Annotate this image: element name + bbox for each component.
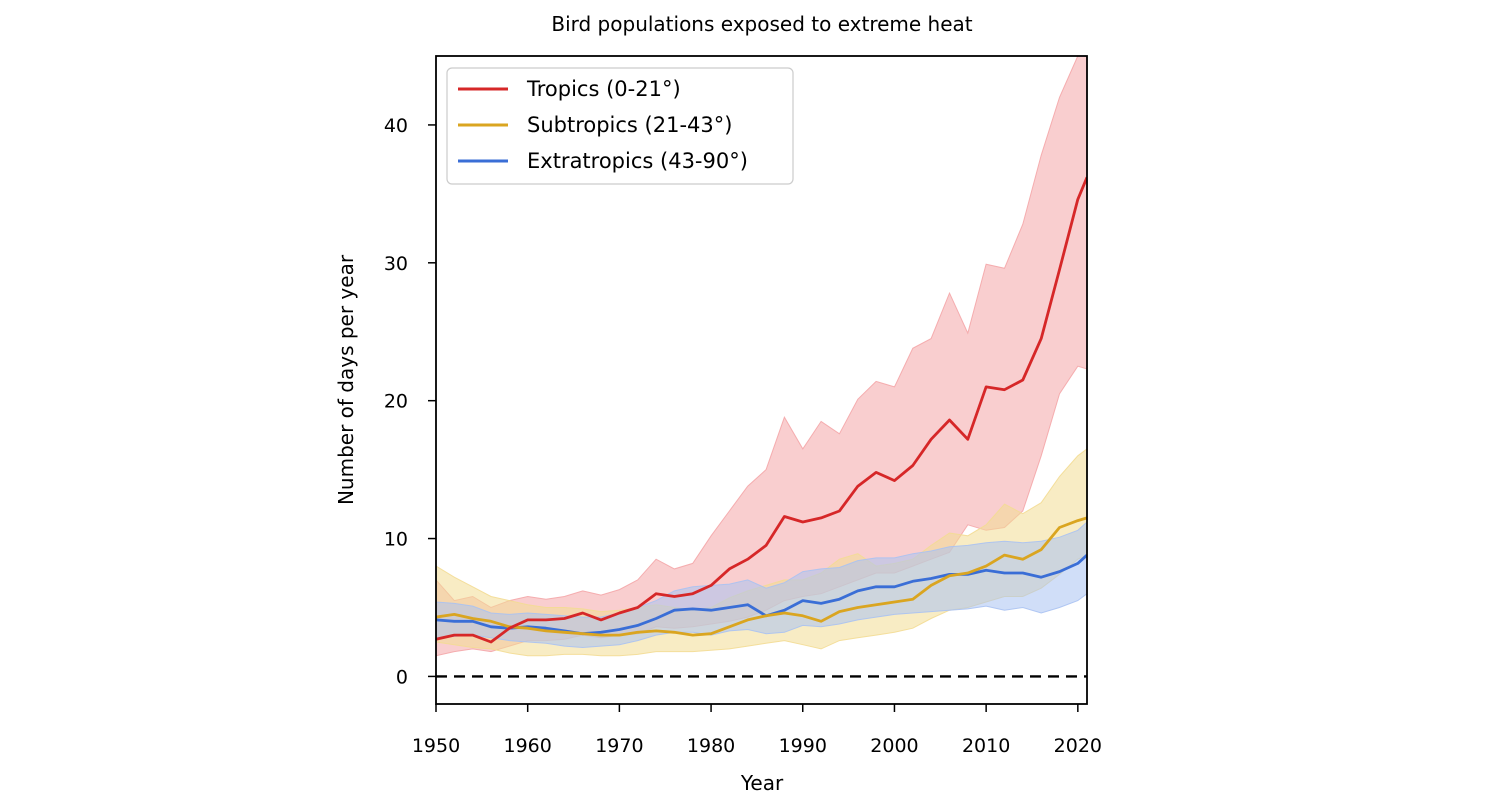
y-tick-label: 40	[384, 115, 408, 137]
plot-frame	[435, 55, 1088, 705]
y-tick-label: 0	[396, 666, 408, 688]
x-tick-label: 2010	[962, 735, 1010, 757]
series-1-line	[436, 516, 1087, 637]
y-tick-label: 10	[384, 529, 408, 551]
legend: Tropics (0-21°) Subtropics (21-43°) Extrat…	[446, 67, 794, 185]
y-tick-label: 20	[384, 391, 408, 413]
chart-title: Bird populations exposed to extreme heat	[551, 12, 972, 36]
legend-label-1: Subtropics (21-43°)	[527, 113, 732, 137]
x-axis-label: Year	[740, 771, 784, 795]
y-tick-label: 30	[384, 253, 408, 275]
plot-area	[436, 56, 1087, 678]
x-tick-label: 2020	[1054, 735, 1102, 757]
legend-box	[446, 67, 794, 185]
x-tick-label: 1950	[412, 735, 460, 757]
x-tick-label: 2000	[870, 735, 918, 757]
y-axis-label: Number of days per year	[334, 254, 358, 505]
x-tick-label: 1990	[779, 735, 827, 757]
x-tick-label: 1960	[504, 735, 552, 757]
y-axis: 0 10 20 30 40	[384, 115, 436, 688]
series-0-line	[436, 176, 1087, 644]
x-tick-label: 1970	[595, 735, 643, 757]
legend-label-2: Extratropics (43-90°)	[527, 149, 748, 173]
legend-label-0: Tropics (0-21°)	[526, 77, 681, 101]
x-tick-label: 1980	[687, 735, 735, 757]
series-2-confidence-band	[436, 521, 1087, 649]
x-axis: 1950 1960 1970 1980 1990 2000 2010 2020	[412, 704, 1102, 757]
